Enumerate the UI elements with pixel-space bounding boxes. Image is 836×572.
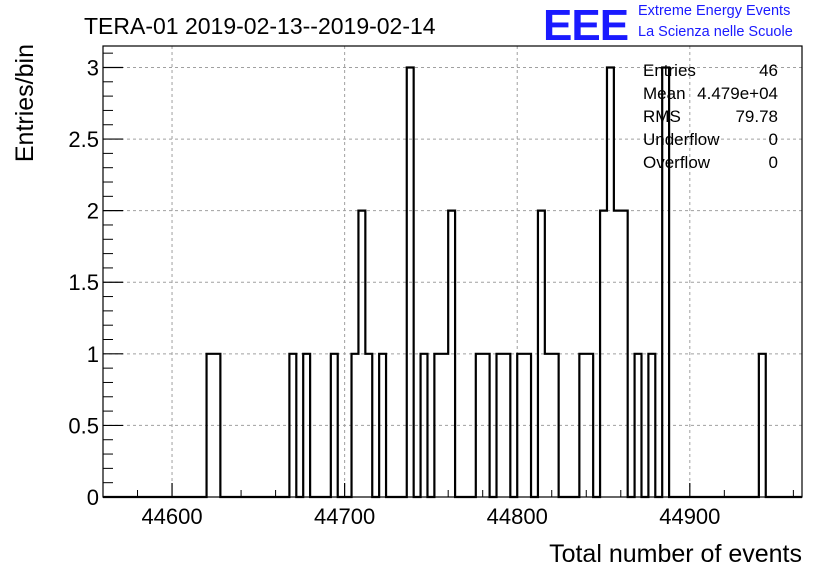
logo-line-1: Extreme Energy Events [638,3,791,19]
stats-label: Overflow [643,153,711,172]
x-tick-label: 44600 [141,504,202,529]
x-tick-label: 44900 [659,504,720,529]
x-axis-label: Total number of events [549,540,802,568]
stats-value: 0 [769,153,778,172]
logo-line-2: La Scienza nelle Scuole [638,24,793,40]
chart-title: TERA-01 2019-02-13--2019-02-14 [84,13,436,39]
plot-frame [102,45,803,498]
y-tick-label: 2 [87,199,99,224]
y-tick-label: 1.5 [68,270,99,295]
axis-ticks: 0 0.5 1 1.5 2 2.5 3 44600 44700 44800 44900 [68,52,794,529]
stats-label: Underflow [643,130,720,149]
stats-label: Mean [643,84,686,103]
x-tick-label: 44700 [314,504,375,529]
stats-value: 46 [759,61,778,80]
stats-value: 0 [769,130,778,149]
stats-label: RMS [643,107,681,126]
stats-value: 4.479e+04 [697,84,778,103]
y-tick-label: 0.5 [68,413,99,438]
y-tick-label: 2.5 [68,127,99,152]
x-tick-label: 44800 [487,504,548,529]
histogram-outline [103,66,802,499]
y-tick-label: 1 [87,342,99,367]
y-tick-label: 0 [87,485,99,510]
eee-logo: EEE [543,1,629,50]
grid-lines [103,46,802,497]
y-tick-label: 3 [87,55,99,80]
y-axis-label: Entries/bin [11,44,39,162]
stats-label: Entries [643,61,696,80]
stats-value: 79.78 [735,107,778,126]
stats-box: Entries 46 Mean 4.479e+04 RMS 79.78 Underflow 0… [643,61,778,172]
